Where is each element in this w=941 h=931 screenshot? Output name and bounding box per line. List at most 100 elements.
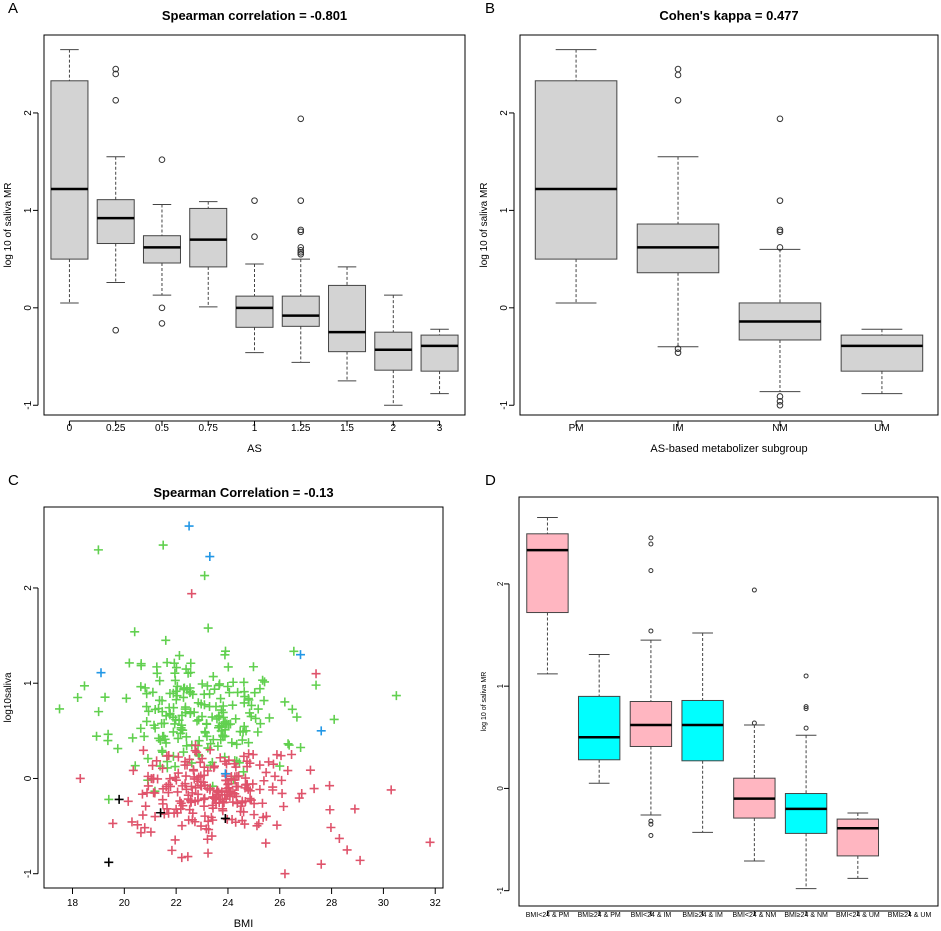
- scatter-point-im: [237, 735, 247, 745]
- scatter-point-nm: [261, 838, 271, 848]
- scatter-point-im: [158, 540, 168, 550]
- scatter-point-nm: [173, 752, 183, 762]
- y-tick-label: -1: [23, 869, 34, 878]
- scatter-point-im: [130, 761, 140, 771]
- scatter-point-nm: [209, 763, 219, 773]
- scatter-point-nm: [143, 771, 153, 781]
- scatter-point-nm: [297, 789, 307, 799]
- scatter-point-nm: [195, 757, 205, 767]
- scatter-point-nm: [181, 784, 191, 794]
- scatter-point-nm: [224, 755, 234, 765]
- scatter-point-im: [182, 741, 192, 751]
- x-tick-label: 3: [437, 423, 443, 434]
- scatter-point-im: [260, 677, 270, 687]
- x-tick-label: 0: [67, 423, 73, 434]
- scatter-point-nm: [148, 761, 158, 771]
- panel-label-c: C: [8, 472, 19, 489]
- scatter-point-im: [284, 740, 294, 750]
- scatter-point-im: [248, 662, 258, 672]
- y-tick-label: -1: [496, 887, 505, 895]
- scatter-point-nm: [325, 805, 335, 815]
- scatter-point-im: [250, 688, 260, 698]
- scatter-point-im: [228, 700, 238, 710]
- x-tick-label: 0.25: [106, 423, 126, 434]
- box: [328, 284, 367, 353]
- box: [526, 533, 569, 614]
- y-tick-label: 2: [496, 581, 505, 586]
- scatter-point-im: [207, 712, 217, 722]
- scatter-point-im: [200, 571, 210, 581]
- scatter-point-nm: [152, 756, 162, 766]
- scatter-point-nm: [277, 775, 287, 785]
- scatter-point-im: [180, 702, 190, 712]
- x-tick-label: 22: [171, 898, 183, 909]
- scatter-point-nm: [311, 669, 321, 679]
- x-tick-label: NM: [772, 423, 788, 434]
- scatter-point-nm: [242, 756, 252, 766]
- x-tick-label: UM: [874, 423, 890, 434]
- scatter-point-nm: [186, 781, 196, 791]
- chart-title: Spearman Correlation = -0.13: [153, 485, 333, 500]
- outlier-point: [158, 156, 166, 164]
- box: [534, 80, 618, 260]
- scatter-point-nm: [173, 768, 183, 778]
- scatter-point-im: [152, 662, 162, 672]
- scatter-point-nm: [208, 792, 218, 802]
- box: [836, 818, 880, 857]
- scatter-point-nm: [425, 837, 435, 847]
- scatter-point-im: [258, 675, 268, 685]
- scatter-point-nm: [164, 808, 174, 818]
- scatter-point-im: [150, 723, 160, 733]
- scatter-point-nm: [158, 799, 168, 809]
- scatter-point-im: [244, 695, 254, 705]
- scatter-point-nm: [268, 785, 278, 795]
- scatter-point-im: [136, 661, 146, 671]
- scatter-point-nm: [203, 848, 213, 858]
- scatter-point-nm: [205, 745, 215, 755]
- scatter-point-im: [100, 692, 110, 702]
- x-tick-label: 24: [222, 898, 234, 909]
- scatter-point-im: [255, 719, 265, 729]
- outlier-point: [297, 248, 305, 256]
- scatter-point-nm: [326, 823, 336, 832]
- scatter-point-im: [181, 732, 191, 742]
- scatter-point-im: [289, 646, 299, 656]
- scatter-point-pm: [220, 769, 230, 779]
- y-tick-label: 0: [23, 305, 34, 311]
- scatter-point-im: [142, 702, 152, 712]
- scatter-point-nm: [177, 821, 187, 831]
- scatter-point-im: [79, 681, 89, 691]
- chart-A: Spearman correlation = -0.801 AS log 10 of…: [3, 8, 466, 455]
- scatter-point-im: [130, 627, 140, 637]
- outlier-point: [158, 304, 166, 312]
- scatter-point-nm: [183, 790, 193, 800]
- scatter-point-nm: [128, 765, 138, 775]
- scatter-point-nm: [165, 781, 175, 791]
- scatter-point-im: [177, 710, 187, 720]
- outlier-point: [297, 228, 305, 236]
- scatter-point-im: [158, 731, 168, 741]
- scatter-point-nm: [270, 771, 280, 781]
- scatter-point-nm: [277, 788, 287, 798]
- outlier-point: [112, 326, 120, 334]
- chart-title: Cohen's kappa = 0.477: [659, 8, 798, 23]
- scatter-point-im: [157, 707, 167, 717]
- outlier-point: [776, 401, 784, 409]
- scatter-point-im: [186, 658, 196, 668]
- scatter-point-nm: [213, 785, 223, 795]
- outlier-point: [776, 226, 784, 234]
- outlier-point: [648, 832, 654, 838]
- scatter-point-nm: [305, 765, 315, 775]
- scatter-point-nm: [226, 774, 236, 784]
- scatter-point-nm: [175, 796, 185, 806]
- scatter-point-nm: [137, 789, 147, 799]
- y-axis-label: log10saliva: [3, 672, 14, 722]
- scatter-point-im: [197, 679, 207, 689]
- outlier-point: [112, 70, 120, 78]
- scatter-point-nm: [140, 823, 150, 833]
- scatter-point-nm: [163, 788, 173, 798]
- scatter-point-im: [177, 720, 187, 730]
- x-tick-label: BMI≥24 & IM: [682, 912, 723, 919]
- plot-frame: [43, 34, 466, 416]
